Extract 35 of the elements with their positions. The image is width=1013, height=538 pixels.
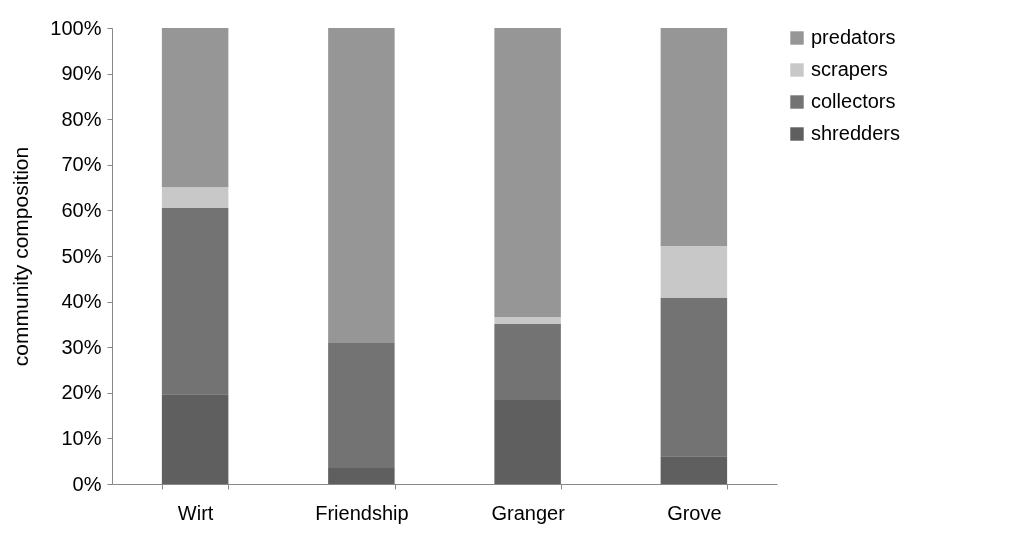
y-tick-label: 60% — [61, 198, 102, 221]
y-axis-title: community composition — [9, 146, 33, 367]
bar — [660, 28, 728, 246]
y-tick-label: 20% — [61, 381, 102, 404]
y-tick-label: 30% — [61, 335, 102, 358]
y-tick-label: 100% — [50, 16, 102, 39]
x-tick-label: Wirt — [177, 501, 214, 524]
y-tick-label: 70% — [61, 153, 102, 176]
bar — [328, 342, 395, 469]
bar — [328, 28, 395, 343]
y-tick-label: 90% — [61, 62, 102, 85]
bar — [494, 28, 561, 318]
x-tick-label: Friendship — [315, 501, 409, 524]
y-tick-label: 50% — [61, 244, 102, 267]
bar — [660, 456, 728, 484]
legend-label: predators — [811, 26, 896, 48]
bar — [494, 317, 561, 324]
bar — [161, 208, 229, 395]
x-tick-label: Granger — [491, 501, 566, 524]
x-tick-label: Grove — [667, 501, 722, 524]
bar — [161, 28, 229, 188]
legend-label: shredders — [811, 122, 900, 144]
bar — [660, 245, 728, 298]
bar — [328, 468, 395, 484]
bar — [161, 187, 229, 209]
y-tick-label: 0% — [72, 472, 102, 495]
bar — [494, 323, 561, 401]
legend-label: scrapers — [811, 58, 888, 80]
y-tick-label: 40% — [61, 290, 102, 313]
y-tick-label: 10% — [61, 426, 102, 449]
legend-label: collectors — [811, 90, 896, 112]
y-tick-label: 80% — [61, 107, 102, 130]
bar — [660, 297, 728, 457]
bar — [161, 394, 229, 484]
bar — [494, 400, 561, 484]
